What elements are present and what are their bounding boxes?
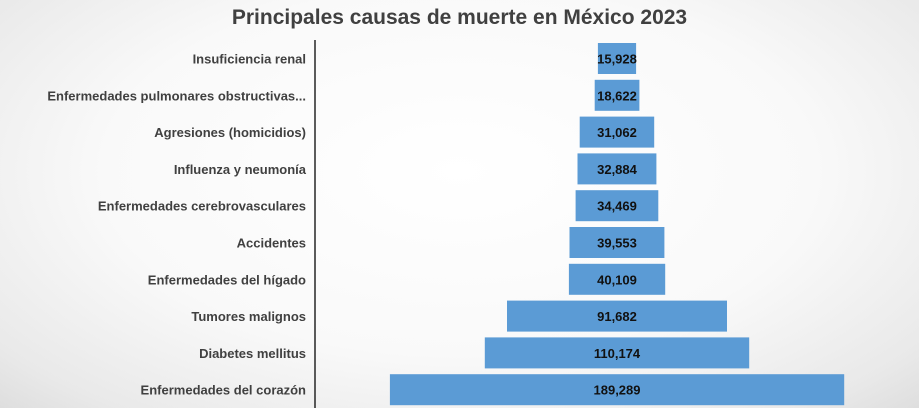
- value-label-2: 31,062: [597, 125, 637, 140]
- value-label-7: 91,682: [597, 309, 637, 324]
- bar-3: [577, 153, 657, 185]
- value-label-8: 110,174: [594, 346, 641, 361]
- bar-0: [597, 43, 637, 74]
- bar-5: [569, 227, 665, 258]
- bars-layer: [389, 43, 845, 406]
- category-label-1: Enfermedades pulmonares obstructivas...: [47, 88, 306, 103]
- category-label-2: Agresiones (homicidios): [154, 125, 306, 140]
- bar-1: [594, 79, 640, 111]
- bar-4: [575, 190, 659, 222]
- value-label-5: 39,553: [597, 236, 637, 251]
- bar-7: [507, 300, 727, 332]
- value-label-0: 15,928: [597, 52, 637, 67]
- category-label-6: Enfermedades del hígado: [148, 272, 306, 287]
- category-label-7: Tumores malignos: [191, 309, 306, 324]
- bar-9: [389, 374, 845, 406]
- category-label-3: Influenza y neumonía: [174, 162, 307, 177]
- category-label-0: Insuficiencia renal: [193, 52, 306, 67]
- labels-layer: 15,928 Insuficiencia renal 18,622 Enfermeda…: [47, 52, 641, 398]
- chart-title: Principales causas de muerte en México 2…: [231, 6, 688, 29]
- value-label-9: 189,289: [594, 383, 641, 398]
- value-label-3: 32,884: [597, 162, 638, 177]
- category-label-4: Enfermedades cerebrovasculares: [98, 199, 306, 214]
- category-label-8: Diabetes mellitus: [199, 346, 306, 361]
- value-label-4: 34,469: [597, 199, 637, 214]
- category-label-9: Enfermedades del corazón: [141, 383, 306, 398]
- bar-6: [568, 263, 666, 295]
- category-label-5: Accidentes: [237, 236, 306, 251]
- bar-8: [484, 337, 750, 369]
- bar-2: [579, 116, 655, 148]
- value-label-6: 40,109: [597, 272, 637, 287]
- value-label-1: 18,622: [597, 88, 637, 103]
